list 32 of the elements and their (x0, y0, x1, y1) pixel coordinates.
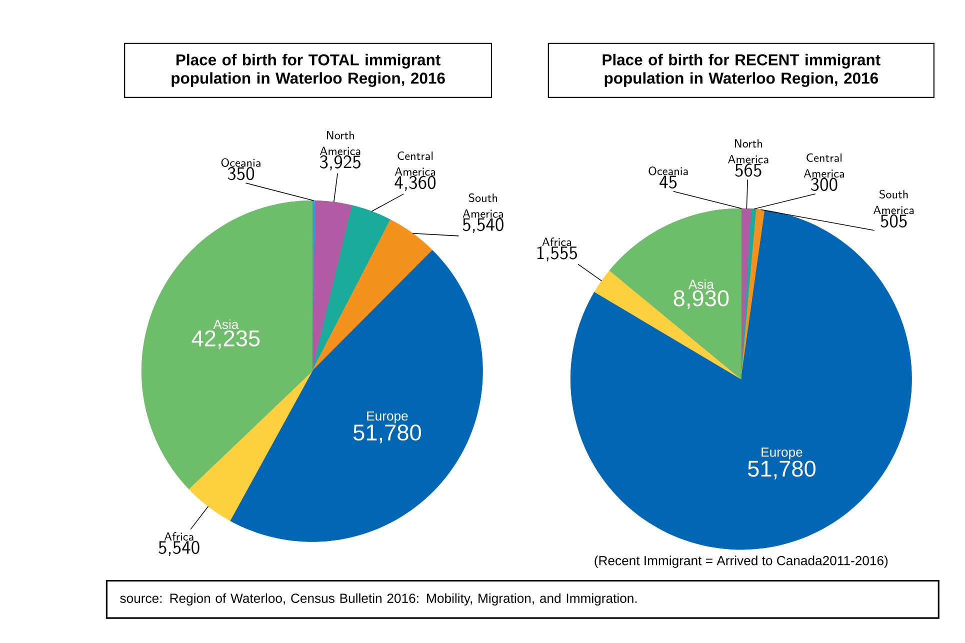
slice-label: Central America (804, 153, 844, 178)
slice-label: Africa (542, 237, 572, 246)
data-label: 505 (880, 214, 907, 228)
slice-label: North America (728, 139, 768, 164)
slice-label: Central America (394, 151, 436, 176)
text: (Recent Immigrant = Arrived to Canada2011-2016) (594, 556, 888, 568)
source-note: source: Region of Waterloo, Census Bulletin 2016: Mobility, Migration, and Immigration. (120, 593, 637, 606)
data-label: 350 (228, 166, 254, 180)
data-label: 565 (735, 164, 762, 177)
data-label: 45 (660, 176, 677, 188)
slice-label: Asia (688, 279, 714, 289)
data-label: 5,540 (158, 540, 200, 556)
slice-label: Asia (213, 319, 239, 330)
slice-label: Africa (164, 532, 194, 541)
chart-title: Place of birth for TOTAL immigrant population in Waterloo Region, 2016 (172, 54, 445, 87)
data-label: 1,555 (537, 246, 578, 262)
slice-label: Europe (762, 448, 802, 460)
data-label: 300 (811, 178, 838, 191)
data-label: 51,780 (353, 424, 421, 444)
data-label: 4,360 (394, 176, 436, 191)
slice-label: Oceania (221, 158, 260, 167)
data-label: 51,780 (748, 460, 816, 480)
data-label: 8,930 (674, 290, 729, 309)
slice-label: South America (462, 193, 503, 218)
slice-label: Oceania (648, 166, 688, 176)
chart-title: Place of birth for RECENT immigrant population in Waterloo Region, 2016 (602, 54, 880, 87)
data-label: 5,540 (462, 218, 504, 234)
data-label: 42,235 (192, 330, 260, 350)
slice-label: North America (320, 130, 360, 156)
slice-label: Europe (367, 411, 408, 424)
data-label: 3,925 (320, 155, 360, 170)
slice-label: South America (873, 190, 914, 214)
